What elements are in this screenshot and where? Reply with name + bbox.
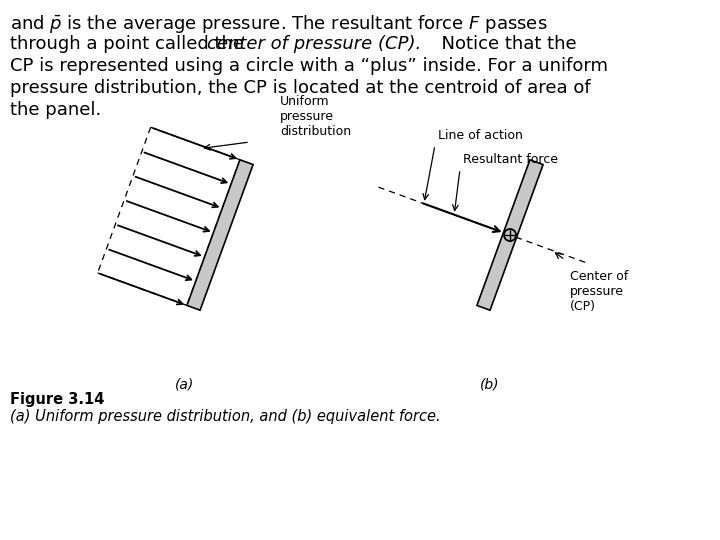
Text: (b): (b) bbox=[480, 378, 500, 392]
Text: Figure 3.14: Figure 3.14 bbox=[10, 392, 104, 407]
Text: Center of
pressure
(CP): Center of pressure (CP) bbox=[570, 270, 629, 313]
Text: Resultant force: Resultant force bbox=[463, 153, 558, 166]
Text: center of pressure (CP).: center of pressure (CP). bbox=[207, 35, 421, 53]
Text: and $\bar{p}$ is the average pressure. The resultant force $F$ passes: and $\bar{p}$ is the average pressure. T… bbox=[10, 13, 547, 35]
Text: Line of action: Line of action bbox=[438, 129, 523, 142]
Polygon shape bbox=[187, 160, 253, 310]
Polygon shape bbox=[477, 160, 543, 310]
Text: CP is represented using a circle with a “plus” inside. For a uniform: CP is represented using a circle with a … bbox=[10, 57, 608, 75]
Text: the panel.: the panel. bbox=[10, 101, 102, 119]
Text: Uniform
pressure
distribution: Uniform pressure distribution bbox=[280, 95, 351, 138]
Text: (a): (a) bbox=[176, 378, 194, 392]
Text: through a point called the: through a point called the bbox=[10, 35, 250, 53]
Text: (a) Uniform pressure distribution, and (b) equivalent force.: (a) Uniform pressure distribution, and (… bbox=[10, 409, 441, 424]
Text: Notice that the: Notice that the bbox=[430, 35, 577, 53]
Text: pressure distribution, the CP is located at the centroid of area of: pressure distribution, the CP is located… bbox=[10, 79, 590, 97]
